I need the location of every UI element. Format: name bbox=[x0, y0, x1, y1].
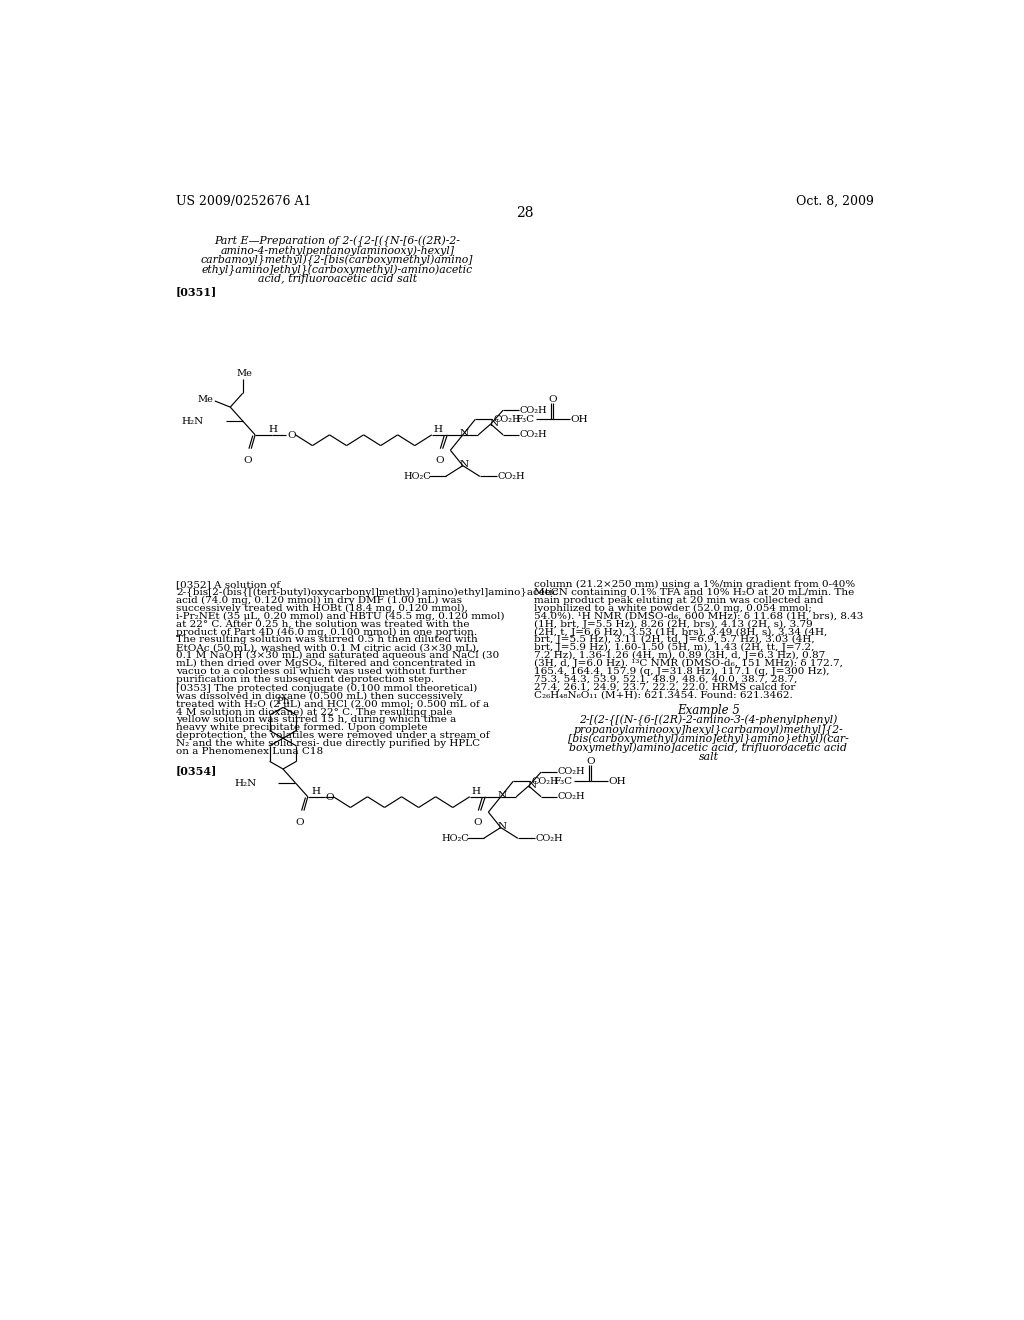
Text: 165.4, 164.4, 157.9 (q, J=31.8 Hz), 117.1 (q, J=300 Hz),: 165.4, 164.4, 157.9 (q, J=31.8 Hz), 117.… bbox=[535, 667, 829, 676]
Text: [0352] A solution of: [0352] A solution of bbox=[176, 581, 281, 589]
Text: acid (74.0 mg, 0.120 mmol) in dry DMF (1.00 mL) was: acid (74.0 mg, 0.120 mmol) in dry DMF (1… bbox=[176, 597, 462, 605]
Text: F₃C: F₃C bbox=[554, 776, 572, 785]
Text: acid, trifluoroacetic acid salt: acid, trifluoroacetic acid salt bbox=[258, 275, 417, 284]
Text: N: N bbox=[498, 792, 507, 800]
Text: vacuo to a colorless oil which was used without further: vacuo to a colorless oil which was used … bbox=[176, 667, 467, 676]
Text: H: H bbox=[268, 425, 278, 434]
Text: [bis(carboxymethyl)amino]ethyl}amino}ethyl)(car-: [bis(carboxymethyl)amino]ethyl}amino}eth… bbox=[568, 734, 849, 744]
Text: N: N bbox=[498, 822, 507, 832]
Text: N: N bbox=[460, 429, 469, 438]
Text: CO₂H: CO₂H bbox=[493, 414, 520, 424]
Text: [0353] The protected conjugate (0.100 mmol theoretical): [0353] The protected conjugate (0.100 mm… bbox=[176, 684, 477, 693]
Text: H: H bbox=[311, 787, 321, 796]
Text: heavy white precipitate formed. Upon complete: heavy white precipitate formed. Upon com… bbox=[176, 723, 428, 733]
Text: i-Pr₂NEt (35 μL, 0.20 mmol) and HBTU (45.5 mg, 0.120 mmol): i-Pr₂NEt (35 μL, 0.20 mmol) and HBTU (45… bbox=[176, 611, 505, 620]
Text: C₂₆H₄₈N₆O₁₁ (M+H): 621.3454. Found: 621.3462.: C₂₆H₄₈N₆O₁₁ (M+H): 621.3454. Found: 621.… bbox=[535, 690, 793, 700]
Text: CO₂H: CO₂H bbox=[519, 405, 547, 414]
Text: column (21.2×250 mm) using a 1%/min gradient from 0-40%: column (21.2×250 mm) using a 1%/min grad… bbox=[535, 581, 855, 590]
Text: OH: OH bbox=[570, 414, 588, 424]
Text: CO₂H: CO₂H bbox=[536, 834, 563, 842]
Text: was dissolved in dioxane (0.500 mL) then successively: was dissolved in dioxane (0.500 mL) then… bbox=[176, 692, 463, 701]
Text: CO₂H: CO₂H bbox=[498, 471, 525, 480]
Text: H: H bbox=[433, 425, 442, 434]
Text: CO₂H: CO₂H bbox=[557, 767, 585, 776]
Text: [0354]: [0354] bbox=[176, 766, 217, 776]
Text: [0351]: [0351] bbox=[176, 286, 217, 297]
Text: HO₂C: HO₂C bbox=[403, 471, 431, 480]
Text: (1H, brt, J=5.5 Hz), 8.26 (2H, brs), 4.13 (2H, s), 3.79: (1H, brt, J=5.5 Hz), 8.26 (2H, brs), 4.1… bbox=[535, 619, 813, 628]
Text: F₃C: F₃C bbox=[515, 414, 535, 424]
Text: H: H bbox=[471, 787, 480, 796]
Text: OH: OH bbox=[608, 776, 626, 785]
Text: purification in the subsequent deprotection step.: purification in the subsequent deprotect… bbox=[176, 675, 434, 684]
Text: main product peak eluting at 20 min was collected and: main product peak eluting at 20 min was … bbox=[535, 597, 823, 605]
Text: MeCN containing 0.1% TFA and 10% H₂O at 20 mL/min. The: MeCN containing 0.1% TFA and 10% H₂O at … bbox=[535, 589, 854, 597]
Text: 4 M solution in dioxane) at 22° C. The resulting pale: 4 M solution in dioxane) at 22° C. The r… bbox=[176, 708, 453, 717]
Text: product of Part 4D (46.0 mg, 0.100 mmol) in one portion.: product of Part 4D (46.0 mg, 0.100 mmol)… bbox=[176, 627, 477, 636]
Text: O: O bbox=[296, 818, 304, 828]
Text: amino-4-methylpentanoylaminooxy)-hexyl]: amino-4-methylpentanoylaminooxy)-hexyl] bbox=[220, 246, 455, 256]
Text: O: O bbox=[326, 793, 334, 801]
Text: treated with H₂O (2 μL) and HCl (2.00 mmol; 0.500 mL of a: treated with H₂O (2 μL) and HCl (2.00 mm… bbox=[176, 700, 489, 709]
Text: (3H, d, J=6.0 Hz). ¹³C NMR (DMSO-d₆, 151 MHz): δ 172.7,: (3H, d, J=6.0 Hz). ¹³C NMR (DMSO-d₆, 151… bbox=[535, 659, 843, 668]
Text: EtOAc (50 mL), washed with 0.1 M citric acid (3×30 mL),: EtOAc (50 mL), washed with 0.1 M citric … bbox=[176, 643, 479, 652]
Text: The resulting solution was stirred 0.5 h then diluted with: The resulting solution was stirred 0.5 h… bbox=[176, 635, 478, 644]
Text: 54.0%). ¹H NMR (DMSO-d₆, 600 MHz): δ 11.68 (1H, brs), 8.43: 54.0%). ¹H NMR (DMSO-d₆, 600 MHz): δ 11.… bbox=[535, 611, 863, 620]
Text: Example 5: Example 5 bbox=[677, 705, 740, 717]
Text: Oct. 8, 2009: Oct. 8, 2009 bbox=[796, 194, 873, 207]
Text: N: N bbox=[460, 461, 469, 469]
Text: H₂N: H₂N bbox=[234, 779, 257, 788]
Text: Me: Me bbox=[237, 368, 252, 378]
Text: H₂N: H₂N bbox=[181, 417, 204, 426]
Text: brt, J=5.5 Hz), 3.11 (2H, td, J=6.9, 5.7 Hz), 3.03 (4H,: brt, J=5.5 Hz), 3.11 (2H, td, J=6.9, 5.7… bbox=[535, 635, 815, 644]
Text: Part E—Preparation of 2-({2-[({N-[6-((2R)-2-: Part E—Preparation of 2-({2-[({N-[6-((2R… bbox=[214, 235, 460, 247]
Text: CO₂H: CO₂H bbox=[531, 776, 559, 785]
Text: carbamoyl}methyl){2-[bis(carboxymethyl)amino]: carbamoyl}methyl){2-[bis(carboxymethyl)a… bbox=[201, 255, 473, 267]
Text: O: O bbox=[435, 457, 443, 466]
Text: CO₂H: CO₂H bbox=[557, 792, 585, 801]
Text: at 22° C. After 0.25 h, the solution was treated with the: at 22° C. After 0.25 h, the solution was… bbox=[176, 619, 470, 628]
Text: Me: Me bbox=[198, 395, 214, 404]
Text: N₂ and the white solid resi- due directly purified by HPLC: N₂ and the white solid resi- due directl… bbox=[176, 739, 480, 748]
Text: N: N bbox=[527, 780, 537, 789]
Text: 2-[(2-{[(N-{6-[(2R)-2-amino-3-(4-phenylphenyl): 2-[(2-{[(N-{6-[(2R)-2-amino-3-(4-phenylp… bbox=[580, 715, 838, 726]
Text: propanoylaminooxy]hexyl}carbamoyl)methyl]{2-: propanoylaminooxy]hexyl}carbamoyl)methyl… bbox=[573, 725, 844, 735]
Text: US 2009/0252676 A1: US 2009/0252676 A1 bbox=[176, 194, 311, 207]
Text: O: O bbox=[473, 818, 482, 828]
Text: HO₂C: HO₂C bbox=[442, 834, 469, 842]
Text: salt: salt bbox=[698, 752, 719, 762]
Text: 75.3, 54.3, 53.9, 52.1, 48.9, 48.6, 40.0, 38.7, 28.7,: 75.3, 54.3, 53.9, 52.1, 48.9, 48.6, 40.0… bbox=[535, 675, 798, 684]
Text: 7.2 Hz), 1.36-1.26 (4H, m), 0.89 (3H, d, J=6.3 Hz), 0.87: 7.2 Hz), 1.36-1.26 (4H, m), 0.89 (3H, d,… bbox=[535, 651, 825, 660]
Text: on a Phenomenex Luna C18: on a Phenomenex Luna C18 bbox=[176, 747, 324, 756]
Text: yellow solution was stirred 15 h, during which time a: yellow solution was stirred 15 h, during… bbox=[176, 715, 457, 725]
Text: N: N bbox=[489, 418, 499, 428]
Text: O: O bbox=[587, 756, 595, 766]
Text: lyophilized to a white powder (52.0 mg, 0.054 mmol;: lyophilized to a white powder (52.0 mg, … bbox=[535, 605, 812, 612]
Text: Ph: Ph bbox=[276, 697, 291, 706]
Text: ethyl}amino]ethyl}(carboxymethyl)-amino)acetic: ethyl}amino]ethyl}(carboxymethyl)-amino)… bbox=[202, 264, 473, 276]
Text: mL) then dried over MgSO₄, filtered and concentrated in: mL) then dried over MgSO₄, filtered and … bbox=[176, 659, 476, 668]
Text: successively treated with HOBt (18.4 mg, 0.120 mmol),: successively treated with HOBt (18.4 mg,… bbox=[176, 605, 468, 612]
Text: O: O bbox=[287, 430, 296, 440]
Text: O: O bbox=[244, 457, 253, 466]
Text: 28: 28 bbox=[516, 206, 534, 220]
Text: O: O bbox=[549, 395, 557, 404]
Text: boxymethyl)amino]acetic acid, trifluoroacetic acid: boxymethyl)amino]acetic acid, trifluoroa… bbox=[569, 743, 848, 754]
Text: CO₂H: CO₂H bbox=[519, 430, 547, 440]
Text: 27.4, 26.1, 24.9, 23.7, 22.2, 22.0. HRMS calcd for: 27.4, 26.1, 24.9, 23.7, 22.2, 22.0. HRMS… bbox=[535, 682, 796, 692]
Text: deprotection, the volatiles were removed under a stream of: deprotection, the volatiles were removed… bbox=[176, 731, 489, 741]
Text: brt, J=5.9 Hz), 1.60-1.50 (5H, m), 1.43 (2H, tt, J=7.2,: brt, J=5.9 Hz), 1.60-1.50 (5H, m), 1.43 … bbox=[535, 643, 814, 652]
Text: 0.1 M NaOH (3×30 mL) and saturated aqueous and NaCl (30: 0.1 M NaOH (3×30 mL) and saturated aqueo… bbox=[176, 651, 500, 660]
Text: 2-{bis[2-(bis{[(tert-butyl)oxycarbonyl]methyl}amino)ethyl]amino}acetic: 2-{bis[2-(bis{[(tert-butyl)oxycarbonyl]m… bbox=[176, 589, 558, 598]
Text: (2H, t, J=6.6 Hz), 3.53 (1H, brs), 3.49 (8H, s), 3.34 (4H,: (2H, t, J=6.6 Hz), 3.53 (1H, brs), 3.49 … bbox=[535, 627, 827, 636]
